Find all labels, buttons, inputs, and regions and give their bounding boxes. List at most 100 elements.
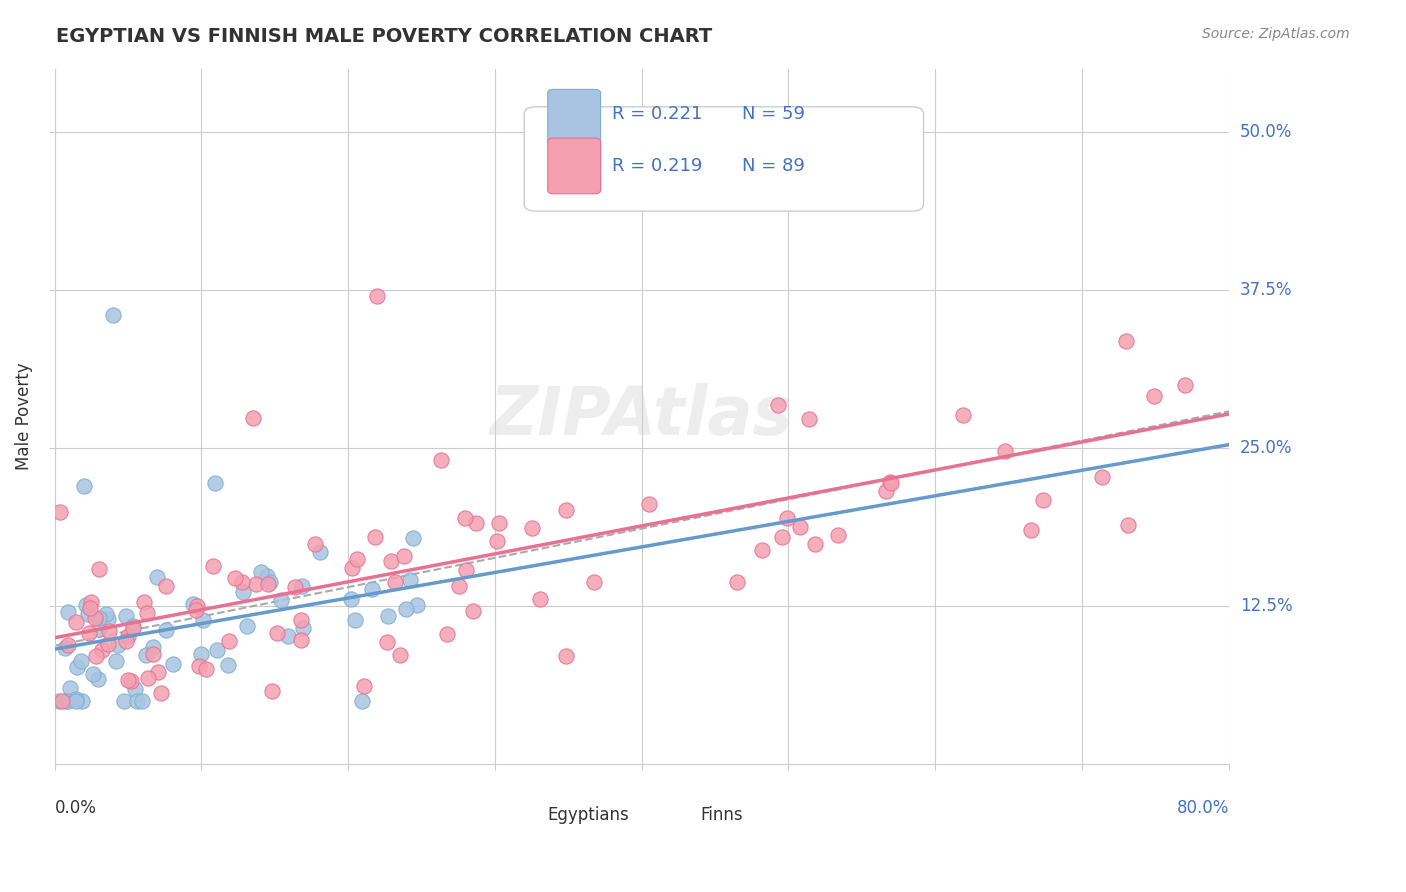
Point: [304, 537, 326, 551]
Point: [352, 694, 374, 708]
Point: [259, 575, 281, 590]
Point: [49, 505, 72, 519]
Point: [770, 530, 793, 544]
Point: [232, 585, 254, 599]
Point: [875, 484, 897, 499]
Point: [366, 289, 388, 303]
Point: [389, 648, 412, 662]
Point: [952, 408, 974, 422]
Point: [582, 574, 605, 589]
Point: [202, 558, 225, 573]
Text: 80.0%: 80.0%: [1177, 799, 1229, 817]
Point: [291, 579, 314, 593]
Text: N = 59: N = 59: [741, 104, 804, 123]
Point: [789, 520, 811, 534]
Point: [1019, 523, 1042, 537]
Point: [637, 497, 659, 511]
Point: [127, 694, 149, 708]
Text: R = 0.221: R = 0.221: [613, 104, 703, 123]
Point: [346, 551, 368, 566]
Point: [557, 156, 579, 170]
Point: [224, 571, 246, 585]
Point: [195, 662, 218, 676]
Point: [430, 453, 453, 467]
Point: [91, 643, 114, 657]
Point: [146, 665, 169, 680]
Point: [218, 634, 240, 648]
Point: [361, 582, 384, 596]
Point: [256, 569, 278, 583]
Point: [364, 530, 387, 544]
Point: [97, 611, 120, 625]
Point: [270, 592, 292, 607]
Point: [395, 602, 418, 616]
Point: [262, 684, 284, 698]
Point: [79, 600, 101, 615]
Point: [520, 521, 543, 535]
Point: [292, 622, 315, 636]
Point: [97, 637, 120, 651]
Point: [235, 618, 257, 632]
Point: [162, 657, 184, 672]
Point: [107, 638, 129, 652]
Point: [465, 516, 488, 530]
Point: [1115, 334, 1137, 348]
Point: [1032, 492, 1054, 507]
Point: [242, 411, 264, 425]
Text: Source: ZipAtlas.com: Source: ZipAtlas.com: [1202, 27, 1350, 41]
Point: [136, 671, 159, 685]
Point: [827, 528, 849, 542]
Point: [555, 649, 578, 664]
Point: [87, 622, 110, 636]
Point: [186, 599, 208, 614]
Point: [79, 626, 101, 640]
Text: R = 0.219: R = 0.219: [613, 157, 703, 175]
Point: [529, 591, 551, 606]
Point: [65, 615, 87, 630]
Point: [436, 627, 458, 641]
Point: [65, 694, 87, 708]
Point: [751, 543, 773, 558]
Point: [136, 607, 159, 621]
Point: [89, 610, 111, 624]
Point: [231, 575, 253, 590]
Point: [454, 511, 477, 525]
Point: [73, 479, 96, 493]
Point: [392, 549, 415, 563]
Point: [59, 681, 82, 695]
Point: [70, 694, 93, 708]
Point: [87, 561, 110, 575]
Point: [82, 666, 104, 681]
Point: [87, 672, 110, 686]
Point: [155, 624, 177, 638]
Point: [181, 597, 204, 611]
Point: [193, 613, 215, 627]
Text: 37.5%: 37.5%: [1240, 281, 1292, 299]
Point: [56, 605, 79, 619]
Text: N = 89: N = 89: [741, 157, 804, 175]
Point: [461, 604, 484, 618]
Point: [353, 680, 375, 694]
Point: [56, 638, 79, 652]
Point: [250, 566, 273, 580]
Point: [284, 580, 307, 594]
Point: [55, 694, 77, 708]
Text: 0.0%: 0.0%: [55, 799, 97, 817]
Point: [120, 674, 142, 689]
Point: [188, 659, 211, 673]
Point: [75, 598, 97, 612]
Text: 50.0%: 50.0%: [1240, 123, 1292, 141]
Point: [205, 642, 228, 657]
Text: EGYPTIAN VS FINNISH MALE POVERTY CORRELATION CHART: EGYPTIAN VS FINNISH MALE POVERTY CORRELA…: [56, 27, 713, 45]
Point: [554, 503, 576, 517]
Point: [399, 573, 422, 587]
Text: Egyptians: Egyptians: [548, 806, 630, 824]
Point: [879, 475, 901, 489]
Point: [86, 648, 108, 663]
Point: [277, 629, 299, 643]
Text: ZIPAtlas: ZIPAtlas: [491, 384, 793, 450]
Point: [447, 579, 470, 593]
Point: [290, 613, 312, 627]
Point: [245, 577, 267, 591]
Point: [266, 626, 288, 640]
